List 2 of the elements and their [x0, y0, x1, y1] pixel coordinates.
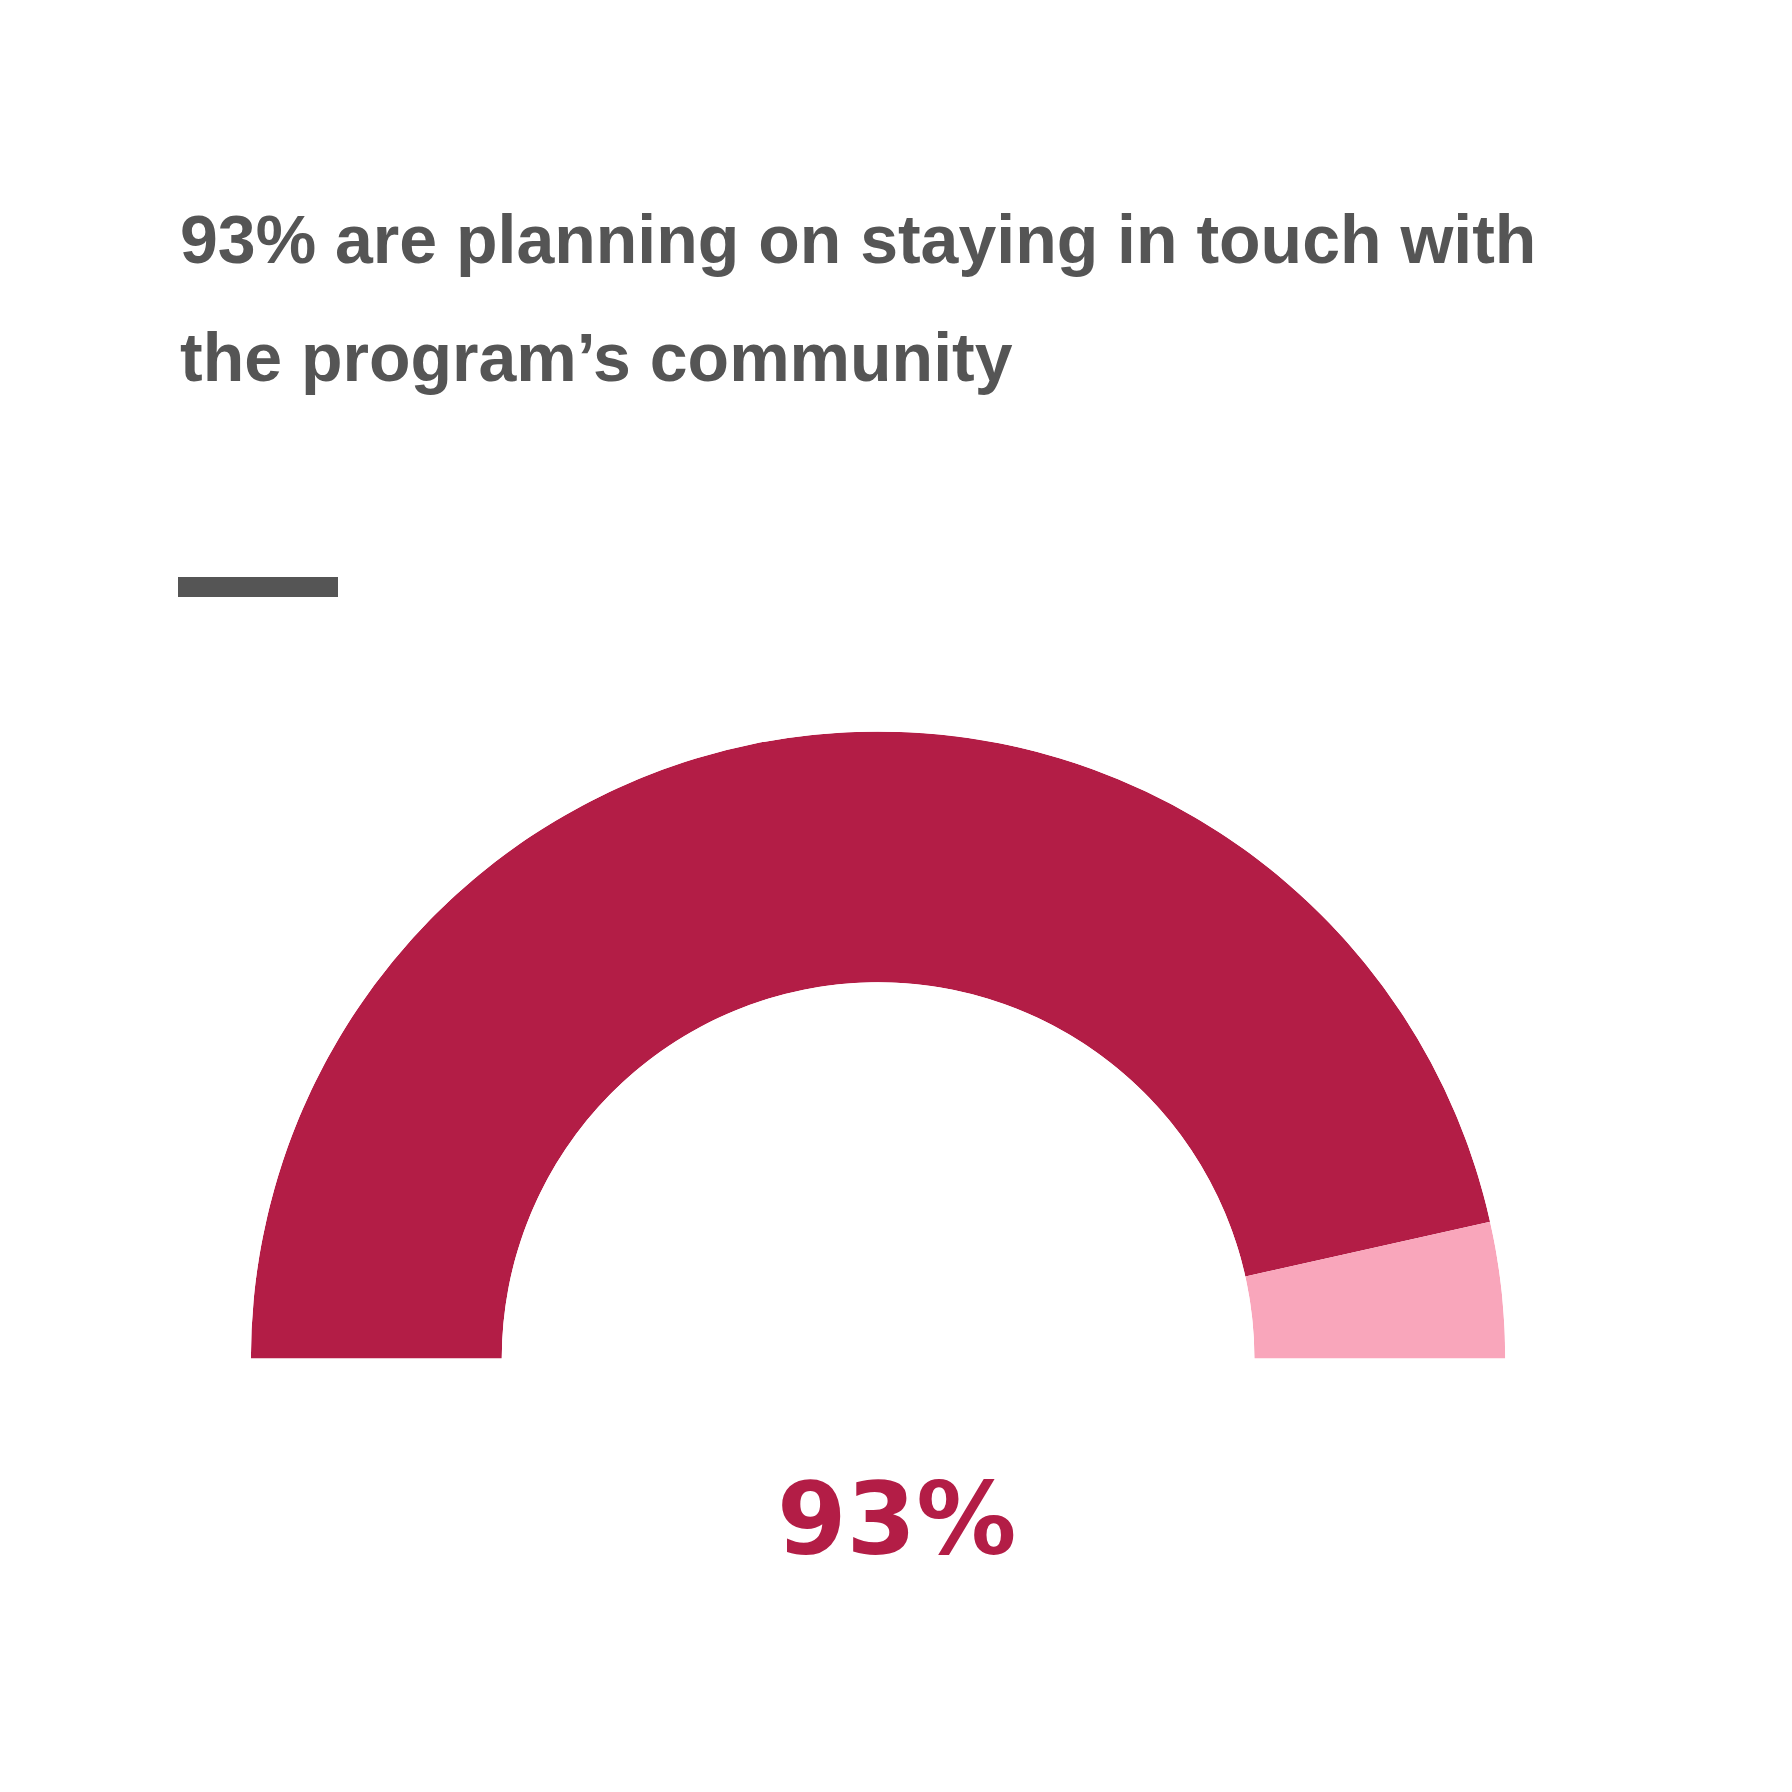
text: 93% [777, 1461, 1017, 1578]
chart-title: 93% are planning on staying in touch with the program’s community [180, 200, 1538, 397]
